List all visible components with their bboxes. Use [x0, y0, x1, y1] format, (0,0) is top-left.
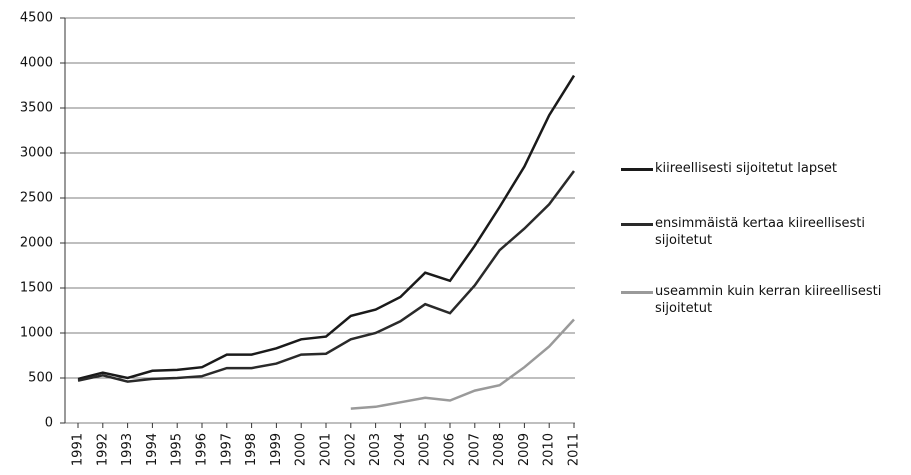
- x-tick-label: 1995: [170, 433, 185, 466]
- x-tick-label: 2003: [368, 433, 383, 466]
- x-tick-label: 2001: [319, 433, 334, 466]
- legend-swatch: [621, 291, 653, 294]
- x-tick-label: 2011: [567, 433, 582, 466]
- x-tick-label: 1993: [120, 433, 135, 466]
- y-tick-label: 2000: [20, 236, 53, 251]
- x-tick-label: 2005: [418, 433, 433, 466]
- y-tick-label: 2500: [20, 191, 53, 206]
- series-line: [77, 74, 576, 381]
- x-tick-label: 2010: [542, 433, 557, 466]
- legend-swatch: [621, 168, 653, 171]
- legend-label: ensimmäistä kertaa kiireellisesti sijoit…: [655, 216, 865, 248]
- x-tick-label: 1994: [145, 433, 160, 466]
- y-tick-label: 500: [28, 371, 53, 386]
- x-tick-label: 2009: [517, 433, 532, 466]
- legend-swatch: [621, 223, 653, 226]
- x-tick-label: 2007: [467, 433, 482, 466]
- x-tick-label: 2006: [443, 433, 458, 466]
- legend-label: kiireellisesti sijoitetut lapset: [655, 161, 837, 176]
- series-line: [350, 318, 575, 410]
- x-tick-label: 2002: [343, 433, 358, 466]
- x-tick-label: 1998: [244, 433, 259, 466]
- x-tick-label: 1999: [269, 433, 284, 466]
- x-tick-label: 2008: [492, 433, 507, 466]
- legend-item: kiireellisesti sijoitetut lapset: [621, 160, 905, 177]
- y-tick-label: 3500: [20, 101, 53, 116]
- x-tick-label: 1997: [219, 433, 234, 466]
- x-tick-label: 2000: [294, 433, 309, 466]
- x-tick-label: 1991: [71, 433, 86, 466]
- x-tick-label: 1996: [195, 433, 210, 466]
- y-tick-label: 3000: [20, 146, 53, 161]
- legend-item: ensimmäistä kertaa kiireellisesti sijoit…: [621, 215, 905, 249]
- y-tick-label: 4000: [20, 56, 53, 71]
- x-tick-label: 2004: [393, 433, 408, 466]
- legend-label: useammin kuin kerran kiireellisesti sijo…: [655, 284, 882, 316]
- y-tick-label: 1000: [20, 326, 53, 341]
- y-tick-label: 4500: [20, 11, 53, 26]
- legend-item: useammin kuin kerran kiireellisesti sijo…: [621, 283, 905, 317]
- series-line: [77, 170, 576, 383]
- x-tick-label: 1992: [95, 433, 110, 466]
- y-tick-label: 0: [45, 416, 53, 431]
- y-tick-label: 1500: [20, 281, 53, 296]
